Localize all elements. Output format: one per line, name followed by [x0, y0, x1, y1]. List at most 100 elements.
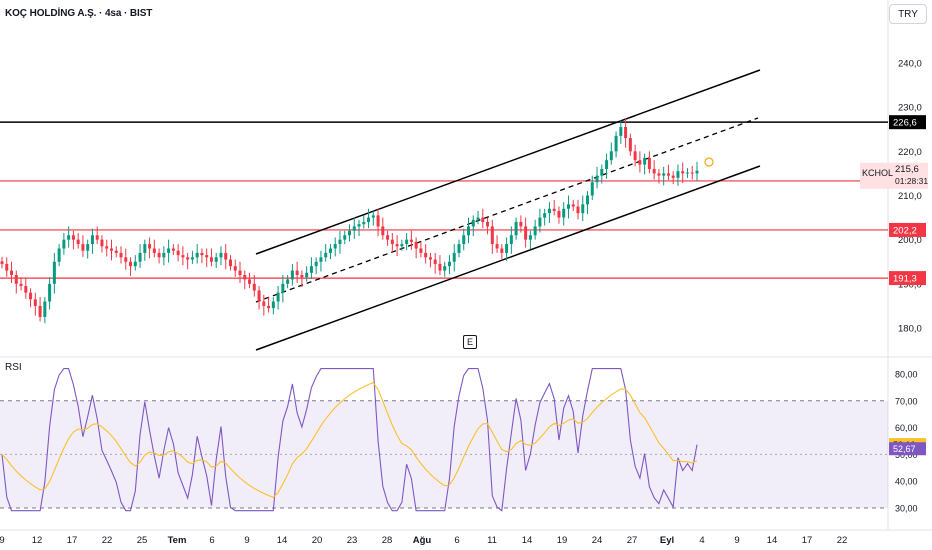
candle-body — [267, 305, 271, 309]
candle-body — [143, 244, 147, 253]
candle-body — [5, 263, 9, 271]
level-price-label: 226,6 — [893, 118, 917, 129]
price-tick-label: 220,0 — [898, 147, 922, 158]
candle-body — [367, 217, 371, 222]
candle-body — [124, 257, 128, 262]
candle-body — [628, 138, 632, 152]
candle-body — [305, 272, 309, 278]
candle-body — [395, 244, 399, 247]
candle-body — [376, 215, 380, 227]
candle-body — [19, 283, 23, 287]
candle-body — [614, 135, 618, 152]
candle-body — [528, 235, 532, 240]
channel-median-line — [255, 117, 759, 303]
candle-body — [500, 248, 504, 253]
candle-body — [333, 244, 337, 249]
time-tick-label: 27 — [627, 535, 638, 546]
candle-body — [443, 266, 447, 271]
candle-body — [138, 252, 142, 262]
candle-body — [343, 235, 347, 240]
rsi-line — [1, 368, 698, 512]
earnings-marker[interactable]: E — [463, 335, 477, 349]
candle-body — [48, 283, 52, 302]
candle-body — [357, 224, 361, 227]
time-tick-label: 4 — [699, 535, 704, 546]
candle-body — [409, 239, 413, 242]
price-tick-label: 230,0 — [898, 103, 922, 114]
candle-body — [433, 259, 437, 264]
last-price-badge-bg — [860, 162, 928, 189]
candle-body — [209, 257, 213, 262]
candle-body — [62, 239, 66, 249]
candle-body — [57, 248, 61, 262]
time-tick-label: 20 — [312, 535, 323, 546]
candle-body — [200, 252, 204, 256]
candle-body — [281, 283, 285, 293]
level-price-label: 191,3 — [893, 274, 917, 285]
time-tick-label: 24 — [592, 535, 603, 546]
time-tick-label: Eyl — [660, 535, 674, 546]
candle-body — [238, 270, 242, 275]
candle-body — [552, 208, 556, 211]
candle-body — [205, 255, 209, 258]
currency-button[interactable]: TRY — [889, 4, 927, 24]
candle-body — [24, 286, 28, 293]
candle-body — [547, 208, 551, 214]
candle-body — [438, 263, 442, 271]
candle-body — [152, 248, 156, 253]
price-tick-label: 240,0 — [898, 59, 922, 70]
symbol-badge-label: KCHOL — [862, 168, 893, 178]
candle-body — [105, 246, 109, 249]
time-tick-label: 17 — [67, 535, 78, 546]
candle-body — [538, 217, 542, 227]
time-tick-label: 19 — [557, 535, 568, 546]
candle-body — [609, 151, 613, 161]
candle-body — [243, 275, 247, 280]
candle-body — [666, 173, 670, 176]
candle-body — [338, 239, 342, 245]
candle-body — [414, 241, 418, 249]
candle-body — [90, 235, 94, 245]
candle-body — [228, 259, 232, 267]
level-price-label: 202,2 — [893, 225, 917, 236]
time-tick-label: 6 — [454, 535, 459, 546]
candle-body — [519, 222, 523, 227]
channel-lower-line — [255, 165, 761, 351]
candle-body — [33, 299, 37, 306]
candle-body — [162, 252, 166, 258]
candle-body — [262, 301, 266, 306]
candle-body — [619, 127, 623, 136]
time-tick-label: Tem — [168, 535, 187, 546]
candle-body — [109, 248, 113, 251]
candle-body — [328, 248, 332, 253]
candle-body — [424, 252, 428, 258]
candle-body — [133, 261, 137, 267]
candle-body — [76, 239, 80, 245]
candle-body — [405, 239, 409, 245]
candle-body — [467, 226, 471, 236]
candle-body — [14, 275, 18, 284]
candle-body — [233, 266, 237, 271]
candle-body — [148, 244, 152, 249]
candle-body — [638, 160, 642, 165]
candle-body — [43, 301, 47, 317]
level-price-badge — [889, 271, 926, 286]
rsi-tick-label: 80,00 — [895, 370, 918, 380]
candle-body — [509, 235, 513, 245]
candle-body — [505, 244, 509, 253]
last-price-label: 215,6 — [895, 164, 919, 175]
candle-body — [690, 172, 694, 174]
candle-body — [481, 217, 485, 222]
time-tick-label: 6 — [209, 535, 214, 546]
candle-body — [257, 290, 261, 302]
candle-body — [581, 204, 585, 214]
price-tick-label: 180,0 — [898, 324, 922, 335]
channel-upper-line — [255, 69, 761, 255]
rsi-tick-label: 70,00 — [895, 396, 918, 406]
level-price-badge — [889, 222, 926, 237]
candle-body — [633, 151, 637, 161]
candle-body — [490, 226, 494, 245]
candle-body — [543, 213, 547, 218]
candle-body — [576, 206, 580, 214]
